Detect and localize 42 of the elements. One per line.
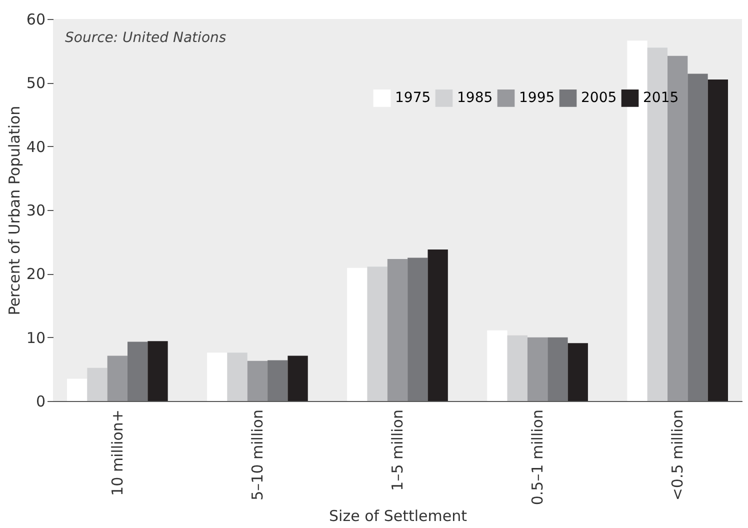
x-tick-label: 10 million+ (108, 410, 126, 496)
bar (128, 342, 148, 401)
x-tick-label: 0.5–1 million (528, 410, 547, 506)
y-tick-label: 40 (26, 138, 46, 156)
y-axis-title: Percent of Urban Population (5, 106, 24, 316)
bar (387, 259, 408, 401)
y-tick-label: 30 (26, 202, 46, 220)
y-tick-label: 0 (36, 392, 46, 410)
legend-label: 1975 (395, 90, 431, 106)
y-tick-label: 50 (26, 74, 46, 92)
bar (408, 258, 428, 401)
bar (507, 335, 528, 401)
bar (288, 356, 308, 401)
bar (67, 378, 88, 401)
y-tick-label: 10 (26, 328, 46, 347)
bar (568, 343, 588, 401)
y-tick-label: 20 (26, 265, 46, 284)
legend-label: 1995 (519, 90, 555, 106)
bar (247, 360, 268, 401)
bar (688, 74, 708, 401)
x-tick-label: 1–5 million (388, 410, 406, 491)
bar (367, 266, 388, 401)
x-tick-label: <0.5 million (668, 410, 687, 501)
bar (708, 79, 728, 401)
bar (107, 356, 128, 401)
bar (487, 330, 508, 401)
bar (428, 249, 448, 401)
bar (548, 337, 568, 401)
bar (227, 352, 248, 401)
bar (347, 268, 368, 401)
x-axis-title: Size of Settlement (329, 507, 468, 526)
bar (148, 341, 168, 401)
legend-label: 2005 (581, 90, 617, 106)
bar (207, 352, 228, 401)
x-tick-label: 5–10 million (248, 410, 266, 500)
legend-label: 1985 (457, 90, 493, 106)
legend-label: 2015 (643, 90, 679, 106)
annotation: Source: United Nations (65, 30, 226, 46)
bar (527, 337, 548, 401)
y-tick-label: 60 (26, 10, 46, 28)
bar (268, 360, 288, 401)
bar (87, 368, 108, 401)
